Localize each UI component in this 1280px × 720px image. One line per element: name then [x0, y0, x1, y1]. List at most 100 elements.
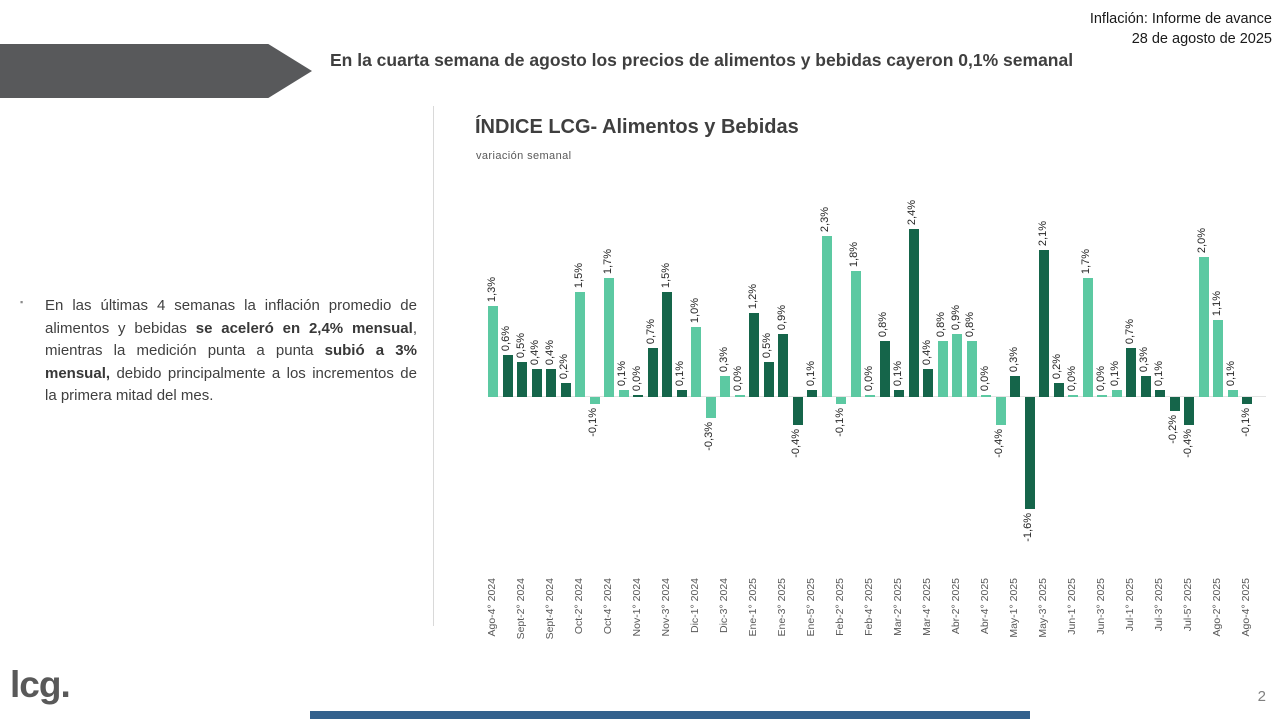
bar-value-label: 1,8%	[848, 241, 860, 267]
chart-bar	[1024, 397, 1035, 509]
x-axis-tick-label: Jun-1° 2025	[1065, 578, 1078, 635]
x-axis-tick-label: Nov-1° 2024	[630, 578, 643, 637]
chart-bar	[865, 395, 875, 397]
chart-bar	[908, 229, 919, 397]
chart-bar	[1126, 348, 1136, 397]
x-axis-tick-label: Nov-3° 2024	[659, 578, 672, 637]
x-axis-tick-label: Dic-1° 2024	[688, 578, 701, 633]
x-axis-tick-label: Sept-4° 2024	[543, 578, 556, 640]
chart-bar	[763, 362, 774, 397]
chart-bar	[778, 334, 788, 397]
bar-value-label: 2,1%	[1036, 220, 1049, 246]
bar-value-label: 0,8%	[935, 311, 947, 337]
chart-plot: 1,3% Ago-4° 2024 0,6% 0,5% Sept-2° 2024 0,4% 0…	[485, 175, 1268, 680]
x-axis-tick-label: Jul-1° 2025	[1123, 578, 1136, 632]
bar-value-label: 1,0%	[688, 297, 701, 323]
slide-headline-line1: En la cuarta semana de agosto los precio…	[330, 50, 954, 70]
chart-bar	[1140, 376, 1151, 397]
x-axis-tick-label: Oct-4° 2024	[601, 578, 614, 635]
bar-value-label: 0,9%	[949, 304, 962, 330]
x-axis-tick-label: May-1° 2025	[1007, 578, 1020, 638]
chart-bar	[1068, 395, 1078, 397]
page-number: 2	[1257, 688, 1266, 705]
bar-value-label: -0,2%	[1167, 415, 1179, 444]
chart-title: ÍNDICE LCG- Alimentos y Bebidas	[475, 116, 799, 138]
bar-value-label: 0,2%	[1051, 353, 1063, 379]
x-axis-tick-label: Oct-2° 2024	[572, 578, 585, 635]
chart-bar	[850, 271, 861, 397]
chart-bar	[879, 341, 890, 397]
bar-value-label: 0,6%	[500, 325, 512, 351]
chart-bar	[647, 348, 658, 397]
x-axis-tick-label: Jul-3° 2025	[1152, 578, 1165, 632]
lcg-logo: lcg.	[10, 664, 71, 705]
x-axis-tick-label: Ene-1° 2025	[746, 578, 759, 637]
bar-value-label: 1,3%	[485, 276, 498, 302]
bullet-text-run: En las últimas 4 semanas la inflación pr…	[45, 297, 417, 337]
bar-value-label: 2,4%	[906, 199, 918, 225]
chart-bar	[1155, 390, 1165, 397]
x-axis-tick-label: Ago-4° 2024	[485, 578, 498, 637]
bar-value-label: 0,3%	[1007, 346, 1020, 372]
chart-bar	[633, 395, 643, 397]
chart-bar	[589, 397, 600, 404]
x-axis-tick-label: Sept-2° 2024	[514, 578, 527, 640]
chart-bar	[691, 327, 701, 397]
bar-value-label: 0,1%	[891, 360, 904, 386]
bar-value-label: -0,1%	[587, 408, 599, 437]
bullet-text-run: , mientras la medición punta a punta	[45, 319, 417, 360]
bar-value-label: 0,3%	[717, 346, 730, 372]
x-axis-tick-label: Jun-3° 2025	[1094, 578, 1107, 635]
x-axis-tick-label: Abr-2° 2025	[949, 578, 962, 635]
x-axis-tick-label: Feb-4° 2025	[862, 578, 875, 636]
bar-value-label: -0,1%	[1239, 408, 1252, 437]
bar-value-label: 0,0%	[1065, 365, 1078, 391]
bar-value-label: 1,2%	[746, 283, 759, 309]
x-axis-tick-label: Ago-4° 2025	[1239, 578, 1252, 637]
chart-bar	[1242, 397, 1252, 404]
report-header: Inflación: Informe de avance 28 de agost…	[1090, 9, 1272, 49]
report-title: Inflación: Informe de avance	[1089, 11, 1272, 27]
footer-accent-bar	[310, 711, 1030, 719]
bar-value-label: 0,2%	[558, 353, 570, 379]
chart-bar	[836, 397, 846, 404]
bar-value-label: 0,4%	[543, 339, 556, 365]
x-axis-tick-label: Jul-5° 2025	[1181, 578, 1194, 632]
chart-bar	[575, 292, 585, 397]
chart-bar	[1082, 278, 1093, 397]
bar-value-label: 0,7%	[1123, 318, 1136, 344]
chart-bar	[749, 313, 759, 397]
bar-value-label: 0,0%	[732, 365, 744, 391]
x-axis-tick-label: Feb-2° 2025	[833, 578, 846, 636]
bar-value-label: 0,7%	[645, 318, 657, 344]
chart-bar	[546, 369, 556, 397]
chart-bar	[1227, 390, 1238, 397]
bullet-text-bold: se aceleró en 2,4% mensual	[195, 319, 413, 337]
bar-value-label: 0,1%	[1109, 360, 1121, 386]
report-date: 28 de agosto de 2025	[1131, 31, 1272, 47]
x-axis-tick-label: Mar-4° 2025	[920, 578, 933, 636]
chart-bar	[807, 390, 817, 397]
bar-value-label: 1,5%	[572, 262, 585, 288]
chart-bar	[937, 341, 948, 397]
chart-subtitle: variación semanal	[476, 150, 572, 162]
bar-value-label: 0,0%	[978, 365, 991, 391]
vertical-divider	[433, 106, 434, 626]
chart-bar	[821, 236, 832, 397]
bullet-text-bold: subió a 3% mensual,	[45, 342, 417, 382]
chart-bar	[1097, 395, 1107, 397]
bar-value-label: -1,6%	[1022, 513, 1034, 542]
x-axis-tick-label: Mar-2° 2025	[891, 578, 904, 636]
bar-value-label: 0,5%	[514, 332, 527, 358]
chart-bar	[1184, 397, 1194, 425]
bar-value-label: 0,5%	[761, 332, 773, 358]
bar-value-label: 0,0%	[630, 365, 643, 391]
bar-value-label: 0,1%	[1225, 360, 1237, 386]
chart-bar	[981, 395, 991, 397]
chart-bar	[952, 334, 962, 397]
chart-bar	[502, 355, 513, 397]
bar-value-label: 0,1%	[616, 360, 628, 386]
bar-value-label: 0,8%	[964, 311, 976, 337]
chart-bar	[966, 341, 977, 397]
